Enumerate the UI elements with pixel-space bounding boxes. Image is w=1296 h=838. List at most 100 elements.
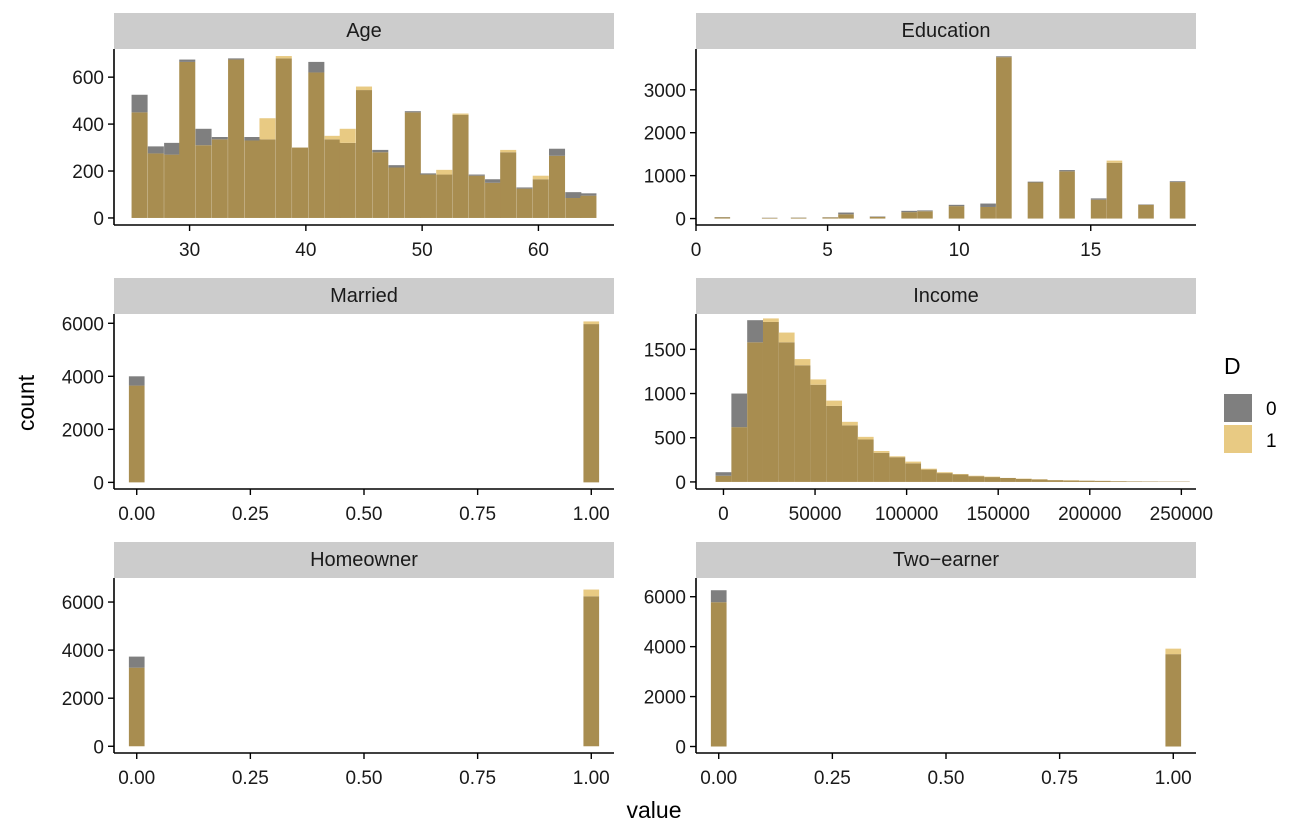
bar-overlap [1090, 199, 1107, 219]
bar-overlap [710, 602, 727, 747]
bar-overlap [324, 139, 341, 218]
bar-overlap [1015, 478, 1032, 482]
x-axis-title: value [627, 797, 682, 823]
x-tick-label: 0 [691, 240, 702, 261]
bar-overlap [419, 174, 436, 218]
y-axis-title: count [13, 374, 39, 431]
y-tick-label: 4000 [644, 638, 686, 659]
facet-title-income: Income [913, 285, 979, 307]
y-tick-label: 0 [675, 473, 686, 494]
y-tick-label: 4000 [62, 641, 104, 662]
bar-overlap [715, 475, 732, 482]
bar-d1 [794, 359, 811, 366]
bar-d0 [244, 137, 261, 141]
bar-overlap [549, 155, 566, 218]
y-tick-label: 200 [72, 162, 104, 183]
bar-d1 [873, 450, 890, 453]
bar-overlap [842, 425, 858, 482]
bar-overlap [869, 216, 886, 219]
bar-d0 [1169, 181, 1186, 183]
bar-d0 [404, 111, 421, 113]
bar-overlap [948, 206, 965, 219]
legend: D 0 1 [1224, 353, 1277, 453]
bar-overlap [244, 140, 261, 218]
bar-d1 [532, 175, 549, 180]
bar-overlap [275, 58, 292, 218]
bar-overlap [147, 153, 164, 218]
bar-overlap [1110, 481, 1127, 482]
facet-strip-education [696, 13, 1196, 49]
bar-d0 [1090, 198, 1107, 200]
bar-d0 [715, 472, 732, 476]
bar-overlap [838, 214, 854, 219]
bar-overlap [889, 457, 906, 482]
x-tick-label: 0.75 [1041, 768, 1078, 789]
bar-overlap [873, 452, 890, 482]
x-tick-label: 60 [528, 240, 549, 261]
bar-d1 [324, 135, 341, 140]
bar-overlap [901, 212, 917, 219]
bar-d0 [131, 94, 148, 113]
bar-d1 [583, 321, 600, 325]
y-tick-label: 1000 [644, 385, 686, 406]
bar-overlap [500, 152, 517, 218]
bar-d0 [580, 193, 597, 196]
bars-age [131, 56, 597, 218]
y-tick-label: 1000 [644, 167, 686, 188]
y-tick-label: 3000 [644, 81, 686, 102]
bar-d0 [485, 179, 502, 183]
bar-d0 [838, 212, 854, 215]
bar-overlap [355, 90, 373, 218]
bar-overlap [714, 217, 731, 219]
x-tick-label: 50 [412, 240, 433, 261]
bar-overlap [128, 667, 145, 747]
bar-d1 [842, 421, 858, 426]
bar-overlap [952, 474, 969, 482]
facet-title-homeowner: Homeowner [310, 549, 418, 571]
bar-overlap [164, 154, 181, 218]
bar-overlap [211, 139, 228, 218]
bar-d0 [917, 210, 933, 212]
bar-d0 [980, 203, 996, 207]
bar-overlap [308, 72, 325, 218]
bar-overlap [372, 152, 389, 218]
bar-overlap [1047, 480, 1064, 482]
bar-d0 [1027, 181, 1044, 183]
bar-overlap [228, 59, 245, 218]
bar-overlap [1079, 480, 1095, 482]
y-tick-label: 0 [93, 473, 104, 494]
bar-d0 [388, 165, 405, 168]
x-tick-label: 100000 [875, 504, 938, 525]
bar-d1 [889, 456, 906, 458]
bar-overlap [1031, 479, 1048, 482]
bar-overlap [131, 112, 148, 218]
x-tick-label: 1.00 [573, 768, 610, 789]
bars-income [715, 318, 1190, 482]
bar-d0 [147, 146, 164, 154]
bar-overlap [583, 596, 600, 747]
y-tick-label: 6000 [62, 314, 104, 335]
x-tick-label: 0.75 [459, 504, 496, 525]
x-tick-label: 30 [179, 240, 200, 261]
bar-overlap [565, 198, 582, 218]
y-tick-label: 500 [654, 429, 686, 450]
bar-overlap [259, 139, 276, 218]
bar-overlap [1106, 162, 1123, 219]
bar-d1 [778, 332, 795, 343]
x-tick-label: 0.00 [118, 504, 155, 525]
y-tick-label: 2000 [644, 688, 686, 709]
bar-overlap [292, 147, 309, 218]
bar-d1 [857, 436, 874, 440]
x-tick-label: 0.00 [700, 768, 737, 789]
x-tick-label: 15 [1080, 240, 1101, 261]
bar-overlap [1027, 182, 1044, 219]
bar-overlap [761, 217, 778, 219]
bar-d1 [436, 169, 453, 175]
legend-key-0 [1224, 394, 1252, 422]
bar-overlap [731, 427, 748, 482]
facet-title-age: Age [346, 20, 382, 42]
x-tick-label: 0.25 [814, 768, 851, 789]
bars-married [128, 321, 600, 483]
